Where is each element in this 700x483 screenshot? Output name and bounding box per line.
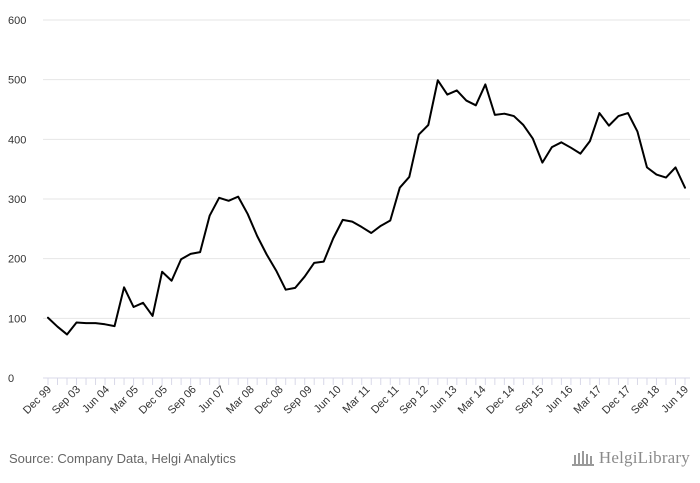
x-tick-label: Mar 14	[456, 384, 489, 417]
library-building-icon	[571, 451, 594, 466]
x-tick-label: Jun 13	[428, 384, 460, 416]
x-tick-label: Jun 04	[80, 384, 112, 416]
x-tick-label: Dec 11	[369, 384, 402, 417]
logo-text: HelgiLibrary	[598, 448, 690, 467]
x-tick-label: Jun 19	[659, 384, 691, 416]
source-text: Source: Company Data, Helgi Analytics	[9, 451, 236, 466]
x-tick-label: Jun 16	[543, 384, 575, 416]
x-tick-label: Sep 03	[50, 384, 83, 417]
x-tick-label: Dec 99	[21, 384, 54, 417]
x-tick-label: Dec 14	[484, 384, 517, 417]
x-tick-label: Sep 15	[513, 384, 546, 417]
y-tick-label: 500	[8, 75, 26, 87]
x-tick-label: Dec 05	[137, 384, 170, 417]
y-tick-label: 0	[8, 373, 14, 385]
x-axis	[43, 377, 690, 385]
gridlines	[43, 19, 690, 319]
x-tick-label: Jun 10	[312, 384, 344, 416]
x-tick-label: Sep 06	[166, 384, 199, 417]
x-tick-label: Sep 09	[282, 384, 315, 417]
y-tick-label: 600	[8, 15, 26, 27]
x-tick-label: Mar 05	[108, 384, 141, 417]
x-tick-label: Dec 08	[253, 384, 286, 417]
y-tick-label: 100	[8, 313, 26, 325]
x-tick-label: Mar 11	[341, 384, 373, 416]
x-tick-label: Mar 08	[224, 384, 257, 417]
x-tick-label: Sep 18	[629, 384, 662, 417]
x-tick-label: Mar 17	[572, 384, 605, 417]
y-axis-tick-labels: 0 100 200 300 400 500 600	[8, 15, 26, 385]
chart-footer: Source: Company Data, Helgi Analytics He…	[0, 443, 700, 483]
series-line	[47, 79, 686, 336]
y-tick-label: 400	[8, 134, 26, 146]
series-layer	[47, 79, 686, 336]
x-tick-label: Sep 12	[397, 384, 430, 417]
y-tick-label: 200	[8, 254, 26, 266]
x-tick-label: Jun 07	[196, 384, 228, 416]
helgi-library-logo: HelgiLibrary	[571, 448, 690, 468]
y-tick-label: 300	[8, 194, 26, 206]
x-tick-label: Dec 17	[600, 384, 633, 417]
